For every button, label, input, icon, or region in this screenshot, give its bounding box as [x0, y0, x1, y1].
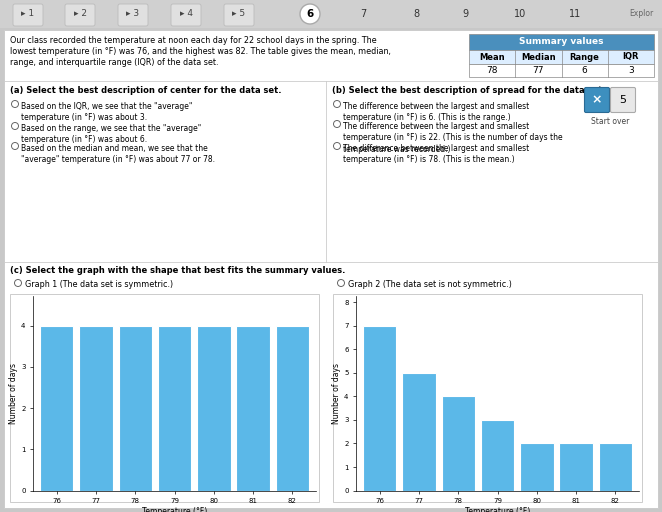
X-axis label: Temperature (°F): Temperature (°F)	[142, 507, 207, 512]
FancyBboxPatch shape	[171, 4, 201, 26]
Text: The difference between the largest and smallest
temperature (in °F) is 78. (This: The difference between the largest and s…	[343, 144, 529, 164]
Text: ▸ 5: ▸ 5	[232, 10, 246, 18]
FancyBboxPatch shape	[610, 88, 636, 113]
Text: Graph 2 (The data set is not symmetric.): Graph 2 (The data set is not symmetric.)	[348, 280, 512, 289]
Text: (c) Select the graph with the shape that best fits the summary values.: (c) Select the graph with the shape that…	[10, 266, 346, 275]
FancyBboxPatch shape	[65, 4, 95, 26]
Y-axis label: Number of days: Number of days	[332, 363, 341, 424]
Bar	[469, 64, 654, 77]
Text: 6: 6	[582, 66, 587, 75]
Text: Range: Range	[570, 53, 600, 61]
Text: 11: 11	[569, 9, 581, 19]
Text: 7: 7	[360, 9, 366, 19]
Circle shape	[11, 122, 19, 130]
Text: (b) Select the best description of spread for the data set.: (b) Select the best description of sprea…	[332, 86, 606, 95]
Circle shape	[334, 100, 340, 108]
Circle shape	[334, 142, 340, 150]
Text: IQR: IQR	[623, 53, 639, 61]
Bar	[598, 443, 632, 490]
Text: Based on the median and mean, we see that the
"average" temperature (in °F) was : Based on the median and mean, we see tha…	[21, 144, 215, 164]
Text: 9: 9	[462, 9, 468, 19]
Bar	[442, 396, 475, 490]
Text: Based on the range, we see that the "average"
temperature (in °F) was about 6.: Based on the range, we see that the "ave…	[21, 124, 201, 144]
Bar	[40, 326, 73, 490]
Bar	[363, 326, 397, 490]
Bar	[559, 443, 592, 490]
Text: Mean: Mean	[479, 53, 505, 61]
Bar	[158, 326, 191, 490]
Circle shape	[334, 120, 340, 127]
Text: The difference between the largest and smallest
temperature (in °F) is 6. (This : The difference between the largest and s…	[343, 102, 529, 122]
Bar	[520, 443, 553, 490]
Bar	[333, 294, 642, 502]
Text: Start over: Start over	[591, 117, 629, 126]
X-axis label: Temperature (°F): Temperature (°F)	[465, 507, 530, 512]
Text: lowest temperature (in °F) was 76, and the highest was 82. The table gives the m: lowest temperature (in °F) was 76, and t…	[10, 47, 391, 56]
Text: 10: 10	[514, 9, 526, 19]
Bar	[79, 326, 113, 490]
Text: ×: ×	[592, 94, 602, 106]
Bar	[10, 294, 319, 502]
Text: Median: Median	[521, 53, 555, 61]
Circle shape	[15, 280, 21, 287]
Text: ▸ 2: ▸ 2	[73, 10, 87, 18]
Text: 5: 5	[620, 95, 626, 105]
Bar	[236, 326, 270, 490]
Text: Based on the IQR, we see that the "average"
temperature (in °F) was about 3.: Based on the IQR, we see that the "avera…	[21, 102, 193, 122]
Circle shape	[338, 280, 344, 287]
FancyBboxPatch shape	[13, 4, 43, 26]
Circle shape	[300, 4, 320, 24]
Bar	[469, 34, 654, 50]
FancyBboxPatch shape	[585, 88, 610, 113]
Bar	[469, 50, 654, 64]
Text: The difference between the largest and smallest
temperature (in °F) is 22. (This: The difference between the largest and s…	[343, 122, 563, 154]
Circle shape	[11, 142, 19, 150]
Text: ▸ 4: ▸ 4	[179, 10, 193, 18]
Text: 6: 6	[307, 9, 314, 19]
Text: 77: 77	[533, 66, 544, 75]
Text: ▸ 1: ▸ 1	[21, 10, 34, 18]
Text: 78: 78	[487, 66, 498, 75]
Text: 3: 3	[628, 66, 634, 75]
FancyBboxPatch shape	[118, 4, 148, 26]
Text: Summary values: Summary values	[519, 37, 604, 47]
Bar	[402, 373, 436, 490]
Bar	[481, 420, 514, 490]
Text: (a) Select the best description of center for the data set.: (a) Select the best description of cente…	[10, 86, 281, 95]
Text: 8: 8	[413, 9, 419, 19]
Bar	[118, 326, 152, 490]
Circle shape	[11, 100, 19, 108]
Text: Explor: Explor	[630, 10, 654, 18]
Y-axis label: Number of days: Number of days	[9, 363, 19, 424]
Bar	[197, 326, 230, 490]
Bar	[0, 0, 662, 28]
Bar	[275, 326, 309, 490]
FancyBboxPatch shape	[224, 4, 254, 26]
Text: range, and interquartile range (IQR) of the data set.: range, and interquartile range (IQR) of …	[10, 58, 218, 67]
Text: Our class recorded the temperature at noon each day for 22 school days in the sp: Our class recorded the temperature at no…	[10, 36, 377, 45]
Text: Graph 1 (The data set is symmetric.): Graph 1 (The data set is symmetric.)	[25, 280, 173, 289]
Text: ▸ 3: ▸ 3	[126, 10, 140, 18]
